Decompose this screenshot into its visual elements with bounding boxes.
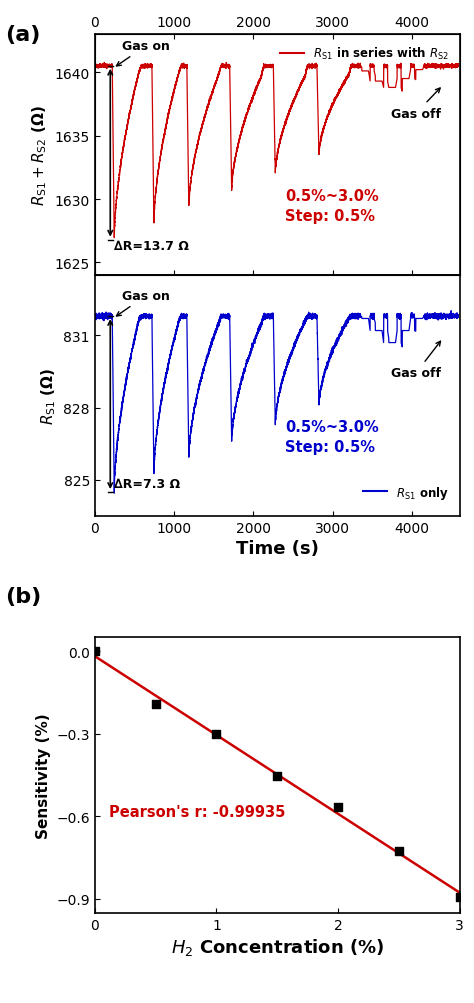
Text: Pearson's r: -0.99935: Pearson's r: -0.99935 <box>109 804 286 819</box>
Text: (b): (b) <box>5 587 41 607</box>
Text: 0.5%~3.0%
Step: 0.5%: 0.5%~3.0% Step: 0.5% <box>285 189 379 224</box>
Text: ∆R=7.3 Ω: ∆R=7.3 Ω <box>114 477 180 490</box>
Point <box>395 844 403 860</box>
Text: (a): (a) <box>5 25 40 45</box>
Point <box>91 643 99 659</box>
Y-axis label: Sensitivity (%): Sensitivity (%) <box>36 712 51 838</box>
X-axis label: Time (s): Time (s) <box>236 540 319 558</box>
Legend: $R_{\mathrm{S1}}$ in series with $R_{\mathrm{S2}}$: $R_{\mathrm{S1}}$ in series with $R_{\ma… <box>275 41 454 66</box>
Text: Gas off: Gas off <box>391 342 441 380</box>
Point <box>334 799 342 815</box>
Y-axis label: $R_{\mathrm{S1}}+R_{\mathrm{S2}}$ (Ω): $R_{\mathrm{S1}}+R_{\mathrm{S2}}$ (Ω) <box>30 105 49 206</box>
Text: Gas off: Gas off <box>391 89 441 120</box>
Text: ∆R=13.7 Ω: ∆R=13.7 Ω <box>114 240 189 253</box>
Text: 0.5%~3.0%
Step: 0.5%: 0.5%~3.0% Step: 0.5% <box>285 419 379 454</box>
Y-axis label: $R_{\mathrm{S1}}$ (Ω): $R_{\mathrm{S1}}$ (Ω) <box>39 367 58 425</box>
Legend: $R_{\mathrm{S1}}$ only: $R_{\mathrm{S1}}$ only <box>358 479 454 506</box>
Point <box>273 768 281 784</box>
Text: Gas on: Gas on <box>117 40 170 67</box>
X-axis label: $H_2$ Concentration (%): $H_2$ Concentration (%) <box>171 936 384 957</box>
Text: Gas on: Gas on <box>117 290 170 317</box>
Point <box>213 726 220 742</box>
Point <box>456 889 464 905</box>
Point <box>152 697 159 713</box>
